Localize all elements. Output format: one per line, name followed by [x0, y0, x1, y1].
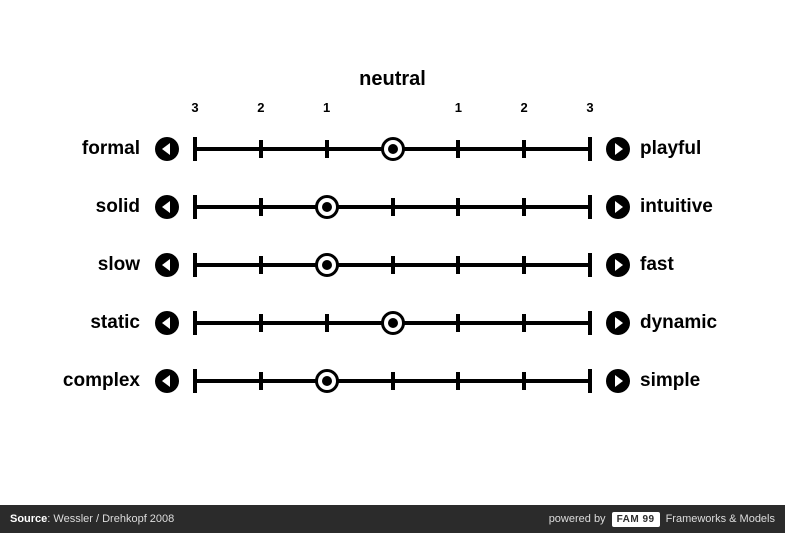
tick: [588, 369, 592, 393]
tick: [522, 198, 526, 216]
slider-rows: formal playful solid intuitive slow fast stati…: [0, 120, 785, 410]
label-left: solid: [96, 196, 140, 218]
scale-number: 2: [521, 100, 528, 115]
powered-by-label: powered by: [549, 513, 606, 525]
scale-number: 2: [257, 100, 264, 115]
tick: [259, 372, 263, 390]
scale-number: 1: [455, 100, 462, 115]
label-right: dynamic: [640, 312, 717, 334]
arrow-right-icon[interactable]: [606, 253, 630, 277]
tick: [391, 198, 395, 216]
label-left: formal: [82, 138, 140, 160]
slider-row: complex simple: [0, 352, 785, 410]
arrow-left-icon[interactable]: [155, 195, 179, 219]
tick: [259, 314, 263, 332]
tick: [588, 311, 592, 335]
label-right: intuitive: [640, 196, 713, 218]
tick: [193, 137, 197, 161]
label-right: simple: [640, 370, 700, 392]
source-label: Source: [10, 513, 47, 525]
label-right: fast: [640, 254, 674, 276]
scale-number-row: 3 2 1 1 2 3: [0, 100, 785, 120]
tick: [391, 372, 395, 390]
arrow-left-icon[interactable]: [155, 253, 179, 277]
tick: [193, 369, 197, 393]
tick: [193, 253, 197, 277]
source-text: Source: Wessler / Drehkopf 2008: [10, 513, 174, 525]
scale-number: 1: [323, 100, 330, 115]
scale-number: 3: [191, 100, 198, 115]
tick: [456, 372, 460, 390]
tick: [391, 256, 395, 274]
tick: [456, 256, 460, 274]
arrow-left-icon[interactable]: [155, 369, 179, 393]
tick: [193, 195, 197, 219]
slider-row: formal playful: [0, 120, 785, 178]
tick: [456, 198, 460, 216]
label-right: playful: [640, 138, 701, 160]
arrow-right-icon[interactable]: [606, 369, 630, 393]
tick: [456, 314, 460, 332]
arrow-right-icon[interactable]: [606, 137, 630, 161]
footer-bar: Source: Wessler / Drehkopf 2008 powered …: [0, 505, 785, 533]
arrow-right-icon[interactable]: [606, 311, 630, 335]
powered-by: powered by FAM 99 Frameworks & Models: [549, 512, 775, 527]
slider-row: static dynamic: [0, 294, 785, 352]
tick: [588, 253, 592, 277]
tick: [193, 311, 197, 335]
label-left: static: [90, 312, 140, 334]
label-left: complex: [63, 370, 140, 392]
powered-by-tagline: Frameworks & Models: [666, 513, 775, 525]
slider-marker[interactable]: [381, 311, 405, 335]
scale-number: 3: [586, 100, 593, 115]
tick: [259, 198, 263, 216]
neutral-heading: neutral: [0, 68, 785, 91]
tick: [325, 140, 329, 158]
arrow-right-icon[interactable]: [606, 195, 630, 219]
source-value: Wessler / Drehkopf 2008: [53, 513, 174, 525]
slider-marker[interactable]: [315, 195, 339, 219]
fam-badge: FAM 99: [612, 512, 660, 527]
tick: [325, 314, 329, 332]
slider-marker[interactable]: [315, 369, 339, 393]
tick: [588, 195, 592, 219]
slider-marker[interactable]: [315, 253, 339, 277]
tick: [522, 372, 526, 390]
tick: [456, 140, 460, 158]
slider-marker[interactable]: [381, 137, 405, 161]
semantic-differential-diagram: neutral 3 2 1 1 2 3 formal playful solid intuiti…: [0, 0, 785, 533]
tick: [588, 137, 592, 161]
tick: [522, 314, 526, 332]
arrow-left-icon[interactable]: [155, 137, 179, 161]
arrow-left-icon[interactable]: [155, 311, 179, 335]
tick: [522, 140, 526, 158]
slider-row: slow fast: [0, 236, 785, 294]
tick: [522, 256, 526, 274]
slider-row: solid intuitive: [0, 178, 785, 236]
tick: [259, 256, 263, 274]
tick: [259, 140, 263, 158]
label-left: slow: [98, 254, 140, 276]
